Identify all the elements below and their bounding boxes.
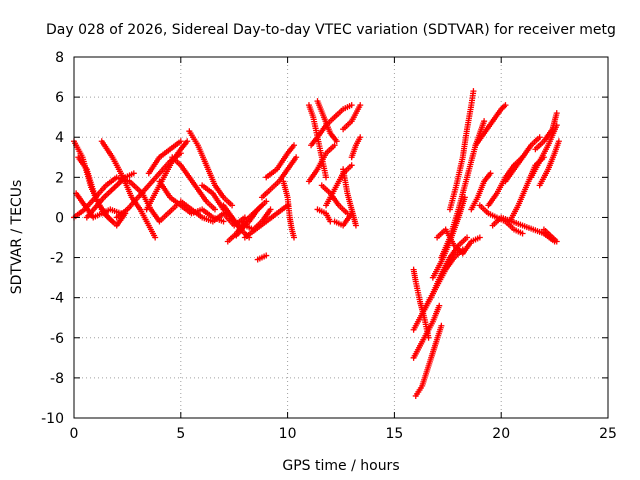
data-point	[357, 102, 364, 109]
x-tick-label: 10	[279, 426, 297, 442]
data-point	[177, 138, 184, 145]
series-t39	[421, 234, 471, 313]
data-point	[152, 234, 159, 241]
data-point	[263, 252, 270, 259]
y-axis-label: SDTVAR / TECUs	[9, 180, 25, 295]
series-t33	[331, 210, 355, 229]
data-point	[327, 218, 334, 225]
data-point	[211, 206, 218, 213]
data-point	[357, 134, 364, 141]
series-t20	[254, 252, 270, 263]
data-point	[481, 118, 488, 125]
data-point	[555, 138, 562, 145]
data-point	[436, 302, 443, 309]
series-t26	[314, 98, 340, 145]
series-t14	[177, 198, 248, 229]
data-point	[267, 206, 274, 213]
series-t10	[145, 138, 184, 177]
series-t23	[280, 178, 298, 241]
series-t53	[536, 138, 562, 189]
data-point	[352, 222, 359, 229]
data-point	[438, 322, 445, 329]
data-point	[333, 138, 340, 145]
y-tick-label: 0	[55, 210, 64, 226]
plot-data	[71, 88, 562, 399]
x-tick-label: 15	[385, 426, 403, 442]
series-t42	[438, 118, 488, 261]
data-point	[487, 170, 494, 177]
data-point	[109, 218, 116, 225]
y-tick-label: -2	[50, 251, 64, 267]
series-t21	[258, 154, 300, 201]
series-t52	[532, 110, 560, 153]
data-point	[258, 202, 265, 209]
x-axis-label: GPS time / hours	[282, 458, 399, 474]
series-t37	[412, 322, 445, 399]
data-point	[464, 234, 471, 241]
series-t45	[472, 102, 509, 149]
series-t49	[502, 134, 543, 185]
data-point	[470, 88, 477, 95]
data-point	[229, 202, 236, 209]
series-t22	[263, 142, 298, 181]
data-point	[348, 162, 355, 169]
data-point	[293, 154, 300, 161]
series-t34	[314, 206, 334, 225]
y-tick-label: 6	[55, 90, 64, 106]
data-point	[502, 102, 509, 109]
series-t43	[446, 88, 477, 213]
data-point	[553, 238, 560, 245]
data-point	[536, 134, 543, 141]
y-tick-label: -8	[50, 371, 64, 387]
series-t6	[98, 138, 159, 241]
y-tick-label: 8	[55, 50, 64, 66]
series-t36	[410, 302, 443, 361]
data-point	[348, 102, 355, 109]
series-t27	[305, 142, 338, 185]
data-point	[348, 210, 355, 217]
y-tick-label: 2	[55, 170, 64, 186]
series-t30	[340, 166, 359, 229]
chart-title: Day 028 of 2026, Sidereal Day-to-day VTE…	[46, 22, 616, 38]
x-tick-label: 5	[176, 426, 185, 442]
y-tick-label: -4	[50, 291, 64, 307]
series-t18	[233, 206, 274, 239]
x-tick-label: 25	[599, 426, 617, 442]
grid	[74, 57, 608, 418]
y-tick-label: -6	[50, 331, 64, 347]
series-t12	[186, 128, 236, 209]
data-point	[184, 138, 191, 145]
y-tick-label: 4	[55, 130, 64, 146]
data-point	[331, 142, 338, 149]
series-t11	[169, 154, 218, 213]
data-point	[323, 174, 330, 181]
data-point	[553, 110, 560, 117]
series-t54	[540, 226, 560, 245]
series-t31	[340, 102, 364, 133]
data-point	[291, 142, 298, 149]
data-point	[519, 230, 526, 237]
x-tick-label: 0	[70, 426, 79, 442]
series-t47	[489, 214, 558, 245]
data-point	[476, 234, 483, 241]
series-t32	[348, 134, 364, 161]
series-t44	[468, 170, 494, 213]
axis-ticks: 0 5 10 15 20 25 -10 -8 -6 -4 -2 0 2 4 6 8	[41, 50, 617, 442]
data-point	[291, 234, 298, 241]
plot-frame	[73, 56, 609, 419]
data-point	[263, 198, 270, 205]
data-point	[220, 218, 227, 225]
y-tick-label: -10	[41, 411, 64, 427]
x-tick-label: 20	[492, 426, 510, 442]
data-point	[130, 170, 137, 177]
